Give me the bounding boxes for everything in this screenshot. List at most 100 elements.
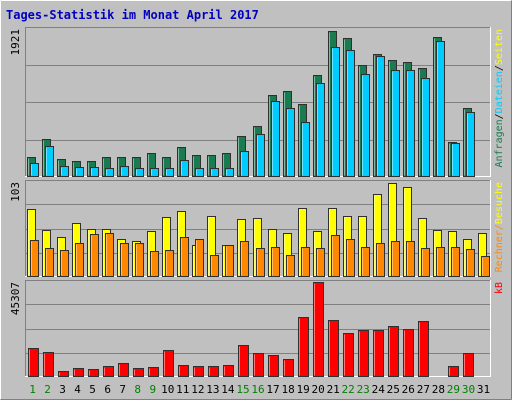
x-label-day-12: 12: [191, 383, 204, 396]
bottom-bar-kb-day-17: [268, 355, 279, 377]
top-bar-dateien-day-13: [210, 168, 219, 177]
bottom-bar-kb-day-10: [163, 350, 174, 377]
x-label-day-23: 23: [357, 383, 370, 396]
middle-bar-besuche-day-17: [271, 247, 280, 277]
bottom-legend-label: kB: [494, 282, 505, 294]
bottom-bar-kb-day-29: [448, 366, 459, 377]
top-bar-dateien-day-19: [301, 122, 310, 177]
top-bar-dateien-day-25: [391, 70, 400, 177]
legend-kb: kB: [494, 282, 505, 294]
bottom-ymax-label: 45307: [9, 282, 22, 315]
legend-seiten: Seiten: [494, 29, 505, 65]
top-bar-dateien-day-22: [346, 50, 355, 177]
bottom-bar-kb-day-27: [418, 321, 429, 377]
x-label-day-13: 13: [206, 383, 219, 396]
x-label-day-21: 21: [327, 383, 340, 396]
x-label-day-14: 14: [221, 383, 235, 396]
bottom-bar-kb-day-13: [208, 366, 219, 377]
middle-bar-besuche-day-14: [225, 245, 234, 277]
chart-title: Tages-Statistik im Monat April 2017: [6, 8, 259, 22]
middle-bar-besuche-day-21: [331, 235, 340, 277]
top-ymax-label: 1921: [9, 29, 22, 56]
middle-bar-besuche-day-22: [346, 239, 355, 277]
bottom-bar-kb-day-19: [298, 317, 309, 377]
middle-bar-besuche-day-1: [30, 240, 39, 277]
top-bar-dateien-day-14: [225, 168, 234, 177]
x-label-day-5: 5: [89, 383, 96, 396]
middle-bar-besuche-day-23: [361, 247, 370, 277]
middle-bar-besuche-day-20: [316, 248, 325, 277]
x-label-day-20: 20: [311, 383, 324, 396]
bottom-bar-kb-day-25: [388, 326, 399, 377]
middle-bar-besuche-day-28: [436, 247, 445, 277]
x-label-day-1: 1: [29, 383, 36, 396]
top-bar-dateien-day-15: [240, 151, 249, 177]
bottom-bar-kb-day-16: [253, 353, 264, 377]
top-bar-dateien-day-8: [135, 168, 144, 177]
x-label-day-6: 6: [104, 383, 111, 396]
bottom-bar-kb-day-9: [148, 367, 159, 377]
middle-bar-besuche-day-7: [120, 243, 129, 277]
x-label-day-29: 29: [447, 383, 460, 396]
middle-bar-besuche-day-31: [481, 256, 490, 277]
x-label-day-15: 15: [236, 383, 249, 396]
top-bar-dateien-day-2: [45, 146, 54, 177]
middle-bar-besuche-day-29: [451, 247, 460, 277]
bottom-bar-kb-day-1: [28, 348, 39, 377]
middle-bar-besuche-day-16: [256, 248, 265, 277]
bottom-bar-kb-day-5: [88, 369, 99, 377]
middle-ymax-label: 103: [9, 182, 22, 202]
top-bar-dateien-day-11: [180, 160, 189, 177]
bottom-bar-kb-day-14: [223, 365, 234, 377]
middle-bar-besuche-day-25: [391, 241, 400, 277]
bottom-bar-kb-day-26: [403, 329, 414, 377]
top-legend-label: Anfragen/Dateien/Seiten: [494, 29, 505, 168]
top-bar-dateien-day-5: [90, 167, 99, 177]
middle-bar-besuche-day-10: [165, 250, 174, 277]
bottom-bar-kb-day-21: [328, 320, 339, 377]
x-label-day-7: 7: [119, 383, 126, 396]
top-bar-dateien-day-16: [256, 134, 265, 177]
bottom-panel: 45307 kB: [9, 280, 505, 377]
top-bar-dateien-day-30: [466, 112, 475, 177]
middle-bar-besuche-day-3: [60, 250, 69, 277]
middle-bar-besuche-day-24: [376, 243, 385, 277]
x-label-day-28: 28: [432, 383, 445, 396]
middle-bar-besuche-day-15: [240, 241, 249, 277]
top-bar-dateien-day-21: [331, 47, 340, 177]
middle-bar-besuche-day-27: [421, 248, 430, 277]
x-label-day-24: 24: [372, 383, 386, 396]
middle-bar-besuche-day-5: [90, 234, 99, 277]
legend-dateien: Dateien: [494, 71, 505, 113]
bottom-bar-kb-day-22: [343, 333, 354, 377]
top-bar-dateien-day-7: [120, 166, 129, 177]
top-bar-dateien-day-1: [30, 163, 39, 177]
bottom-bar-kb-day-23: [358, 330, 369, 377]
middle-bar-besuche-day-8: [135, 243, 144, 277]
top-bar-dateien-day-29: [451, 143, 460, 177]
x-label-day-30: 30: [462, 383, 475, 396]
x-label-day-25: 25: [387, 383, 400, 396]
bottom-bar-kb-day-6: [103, 366, 114, 377]
legend-anfragen: Anfragen: [494, 119, 505, 167]
bottom-bar-kb-day-4: [73, 368, 84, 377]
top-bar-dateien-day-18: [286, 108, 295, 177]
x-label-day-10: 10: [161, 383, 174, 396]
top-bar-dateien-day-12: [195, 168, 204, 177]
middle-bar-besuche-day-19: [301, 247, 310, 277]
x-label-day-9: 9: [149, 383, 156, 396]
x-label-day-27: 27: [417, 383, 430, 396]
middle-legend-label: Rechner/Besuche: [494, 182, 505, 272]
top-bar-dateien-day-3: [60, 166, 69, 177]
x-label-day-8: 8: [134, 383, 141, 396]
top-bar-dateien-day-4: [75, 167, 84, 177]
top-bar-dateien-day-20: [316, 83, 325, 177]
x-label-day-11: 11: [176, 383, 189, 396]
x-label-day-3: 3: [59, 383, 66, 396]
bottom-bar-kb-day-24: [373, 330, 384, 377]
legend-separator: /: [494, 65, 505, 71]
x-label-day-16: 16: [251, 383, 264, 396]
legend-besuche: Besuche: [494, 182, 505, 224]
